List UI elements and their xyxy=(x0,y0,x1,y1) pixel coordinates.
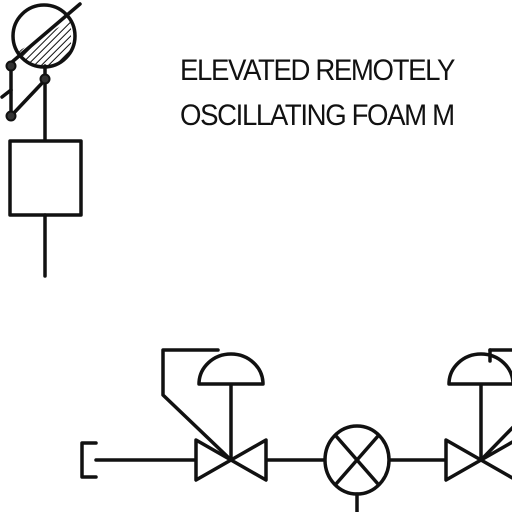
control-box xyxy=(8,139,83,217)
valve-right-pilot-line xyxy=(479,425,512,462)
control-valve-left xyxy=(161,348,268,482)
pipe-cap-left xyxy=(80,441,98,479)
control-valve-right xyxy=(444,348,512,482)
pivot-dot-1 xyxy=(5,60,17,72)
label-elevated-remotely: ELEVATED REMOTELY xyxy=(180,54,455,87)
pivot-dot-3 xyxy=(5,110,17,122)
valve-left-triangle-a xyxy=(194,438,233,482)
valve-left-diaphragm xyxy=(197,352,265,386)
monitor-linkage xyxy=(0,60,51,142)
valve-right-diaphragm xyxy=(447,352,512,386)
label-oscillating-foam: OSCILLATING FOAM M xyxy=(180,99,455,132)
monitor-hatched-area xyxy=(17,20,71,68)
valve-left-triangle-b xyxy=(229,438,268,482)
valve-right-triangle-b xyxy=(479,440,512,480)
valve-right-triangle-a xyxy=(444,438,483,482)
strainer-x-2 xyxy=(334,434,380,486)
strainer-valve xyxy=(323,424,391,512)
valve-left-pilot-line xyxy=(161,348,233,462)
foam-monitor-symbol xyxy=(10,2,82,69)
pivot-dot-2 xyxy=(39,73,51,85)
monitor-diagonal xyxy=(10,2,82,64)
